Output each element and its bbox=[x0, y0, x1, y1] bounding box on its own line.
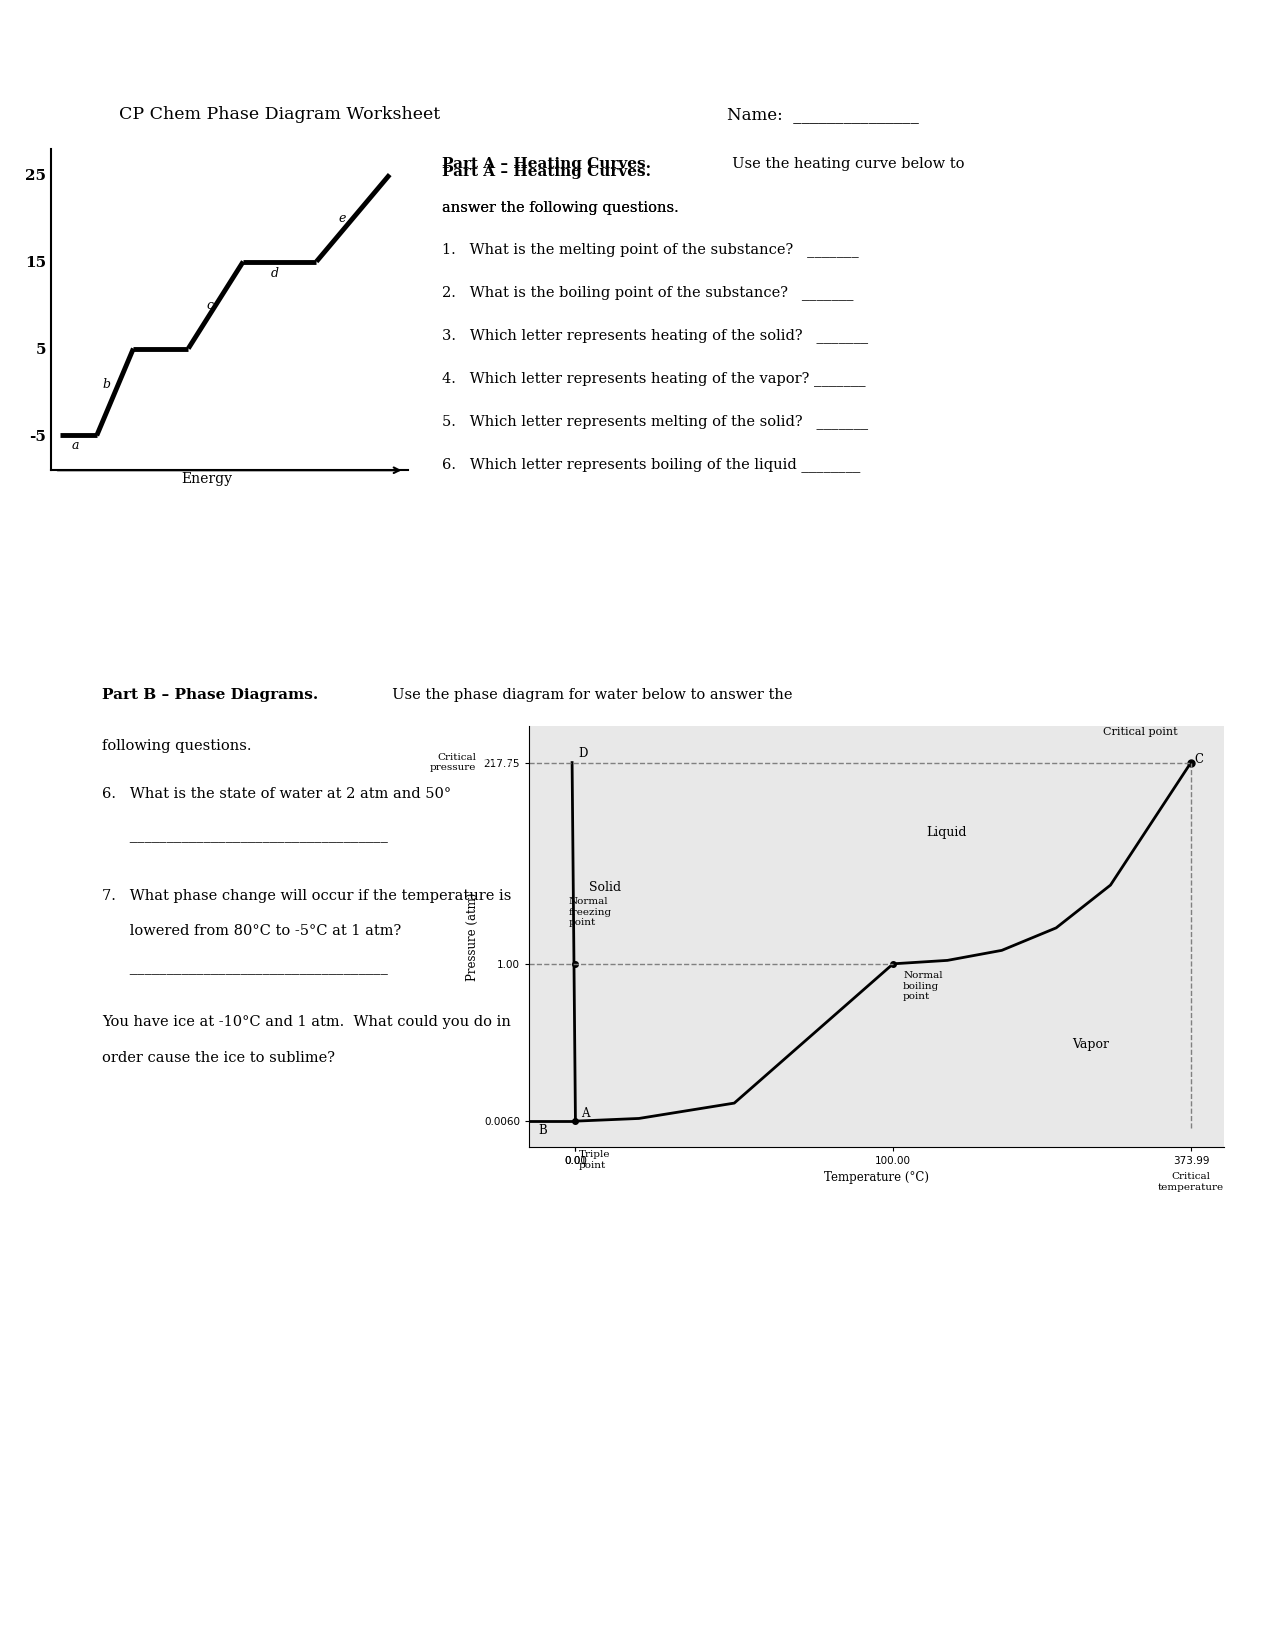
Text: 6.   What is the state of water at 2 atm and 50°: 6. What is the state of water at 2 atm a… bbox=[102, 787, 451, 800]
Text: 1.   What is the melting point of the substance?   _______: 1. What is the melting point of the subs… bbox=[442, 243, 859, 257]
Text: e: e bbox=[338, 213, 346, 226]
Text: Liquid: Liquid bbox=[926, 825, 966, 838]
Text: Normal
freezing
point: Normal freezing point bbox=[569, 898, 612, 927]
Text: b: b bbox=[102, 378, 110, 391]
Text: CP Chem Phase Diagram Worksheet: CP Chem Phase Diagram Worksheet bbox=[119, 106, 440, 122]
Text: 2.   What is the boiling point of the substance?   _______: 2. What is the boiling point of the subs… bbox=[442, 285, 854, 300]
Text: Critical
temperature: Critical temperature bbox=[1158, 1173, 1224, 1191]
Text: Critical
pressure: Critical pressure bbox=[430, 752, 476, 772]
Text: Normal
boiling
point: Normal boiling point bbox=[903, 972, 942, 1002]
X-axis label: Temperature (°C): Temperature (°C) bbox=[824, 1172, 929, 1185]
Text: Critical point: Critical point bbox=[1103, 728, 1178, 738]
Text: Part A – Heating Curves.: Part A – Heating Curves. bbox=[442, 165, 652, 178]
Text: following questions.: following questions. bbox=[102, 739, 251, 752]
Text: d: d bbox=[270, 267, 279, 280]
Text: Part A – Heating Curves.: Part A – Heating Curves. bbox=[442, 157, 652, 170]
Text: ___________________________________: ___________________________________ bbox=[102, 960, 388, 974]
Text: 4.   Which letter represents heating of the vapor? _______: 4. Which letter represents heating of th… bbox=[442, 371, 866, 386]
Text: lowered from 80°C to -5°C at 1 atm?: lowered from 80°C to -5°C at 1 atm? bbox=[102, 924, 402, 937]
Text: 6.   Which letter represents boiling of the liquid ________: 6. Which letter represents boiling of th… bbox=[442, 457, 861, 472]
Text: answer the following questions.: answer the following questions. bbox=[442, 201, 680, 214]
Text: Solid: Solid bbox=[589, 881, 621, 894]
Text: C: C bbox=[1195, 752, 1204, 766]
Text: Name:  _______________: Name: _______________ bbox=[727, 106, 918, 122]
Text: B: B bbox=[538, 1124, 547, 1137]
Text: 3.   Which letter represents heating of the solid?   _______: 3. Which letter represents heating of th… bbox=[442, 328, 868, 343]
Text: ___________________________________: ___________________________________ bbox=[102, 828, 388, 842]
Text: Vapor: Vapor bbox=[1072, 1038, 1109, 1051]
Text: You have ice at -10°C and 1 atm.  What could you do in: You have ice at -10°C and 1 atm. What co… bbox=[102, 1015, 511, 1028]
Text: 5.   Which letter represents melting of the solid?   _______: 5. Which letter represents melting of th… bbox=[442, 414, 868, 429]
Text: answer the following questions.: answer the following questions. bbox=[442, 201, 680, 214]
Text: Part B – Phase Diagrams.: Part B – Phase Diagrams. bbox=[102, 688, 319, 701]
Text: Use the phase diagram for water below to answer the: Use the phase diagram for water below to… bbox=[382, 688, 793, 701]
Text: Triple
point: Triple point bbox=[579, 1150, 611, 1170]
Text: Use the heating curve below to: Use the heating curve below to bbox=[723, 157, 965, 170]
Text: Energy: Energy bbox=[181, 472, 232, 487]
Text: order cause the ice to sublime?: order cause the ice to sublime? bbox=[102, 1051, 335, 1064]
Text: D: D bbox=[579, 747, 588, 761]
Text: c: c bbox=[207, 299, 214, 312]
Text: a: a bbox=[71, 439, 79, 452]
Text: A: A bbox=[580, 1107, 589, 1120]
Text: 217.75: 217.75 bbox=[476, 757, 513, 767]
Text: 7.   What phase change will occur if the temperature is: 7. What phase change will occur if the t… bbox=[102, 889, 511, 903]
Y-axis label: Pressure (atm): Pressure (atm) bbox=[467, 893, 479, 980]
